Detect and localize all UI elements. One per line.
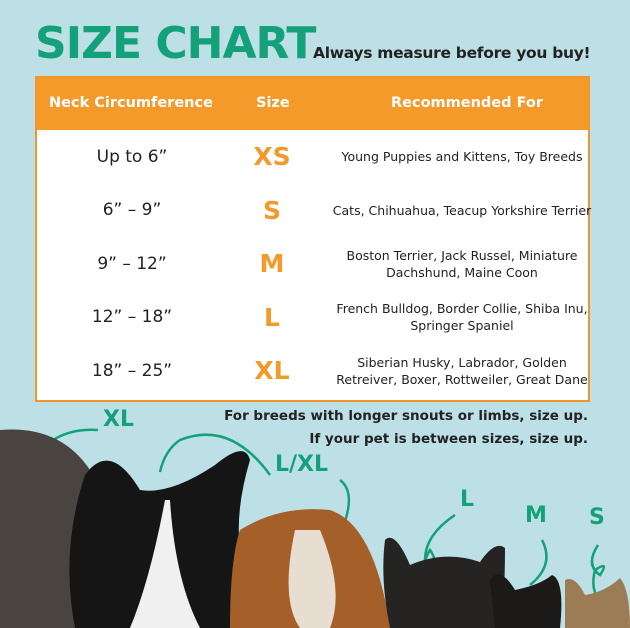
recommended-cell: Cats, Chihuahua, Teacup Yorkshire Terrie… <box>332 202 592 218</box>
recommended-cell: Siberian Husky, Labrador, Golden Retreiv… <box>336 354 588 387</box>
size-cell: XL <box>254 356 290 385</box>
neck-cell: 6” – 9” <box>102 200 162 220</box>
column-size: Size <box>256 95 290 111</box>
size-cell: M <box>259 249 285 278</box>
collie-blaze <box>130 500 200 628</box>
neck-cell: Up to 6” <box>96 146 168 167</box>
note-between-sizes: If your pet is between sizes, size up. <box>309 431 588 447</box>
table-row: 6” – 9” S Cats, Chihuahua, Teacup Yorkshir… <box>37 184 591 237</box>
label-m: M <box>525 503 547 528</box>
french-bulldog <box>383 537 505 628</box>
neck-cell: 9” – 12” <box>97 253 167 274</box>
label-s: S <box>589 505 605 530</box>
note-snouts: For breeds with longer snouts or limbs, … <box>224 408 588 424</box>
table-row: 9” – 12” M Boston Terrier, Jack Russel, Mi… <box>37 237 588 290</box>
column-neck: Neck Circumference <box>49 95 213 111</box>
neck-cell: 18” – 25” <box>91 360 173 381</box>
recommended-cell: French Bulldog, Border Collie, Shiba Inu… <box>336 301 588 333</box>
size-table: Neck Circumference Size Recommended For … <box>35 76 591 402</box>
arrow-lxl-left <box>158 433 272 476</box>
basset-face <box>288 530 336 628</box>
arrow-m <box>529 539 548 586</box>
table-header: Neck Circumference Size Recommended For <box>37 78 588 130</box>
size-cell: L <box>264 302 280 332</box>
table-row: 12” – 18” L French Bulldog, Border Collie,… <box>37 291 588 344</box>
size-chart-title: SIZE CHART <box>35 18 316 69</box>
label-xl: XL <box>103 407 134 432</box>
cat <box>565 578 630 628</box>
recommended-cell: Young Puppies and Kittens, Toy Breeds <box>341 149 583 164</box>
column-recommended: Recommended For <box>391 95 544 111</box>
label-l: L <box>460 487 475 512</box>
size-cell: XS <box>253 142 291 171</box>
table-row: 18” – 25” XL Siberian Husky, Labrador, Gol… <box>37 344 588 397</box>
subtitle: Always measure before you buy! <box>313 44 591 62</box>
label-lxl: L/XL <box>275 452 329 477</box>
arrow-s <box>590 544 606 601</box>
recommended-cell: Boston Terrier, Jack Russel, Miniature D… <box>346 247 578 280</box>
table-row: Up to 6” XS Young Puppies and Kittens, Toy… <box>37 130 588 183</box>
neck-cell: 12” – 18” <box>91 307 173 327</box>
pets-photo <box>0 428 630 628</box>
size-cell: S <box>262 195 281 225</box>
small-dog <box>490 574 562 628</box>
